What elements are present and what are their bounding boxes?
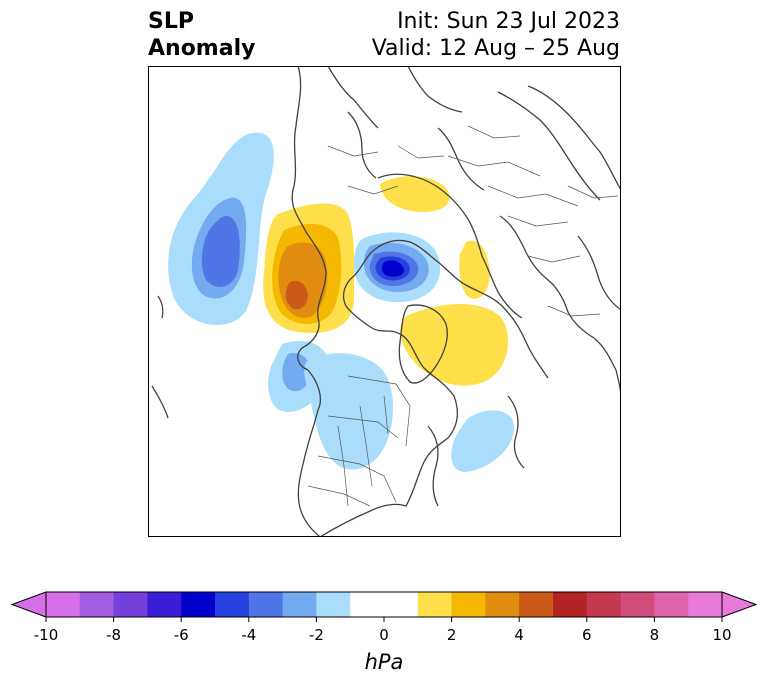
colorbar-extend-min [10,591,47,618]
colorbar-tick-label-4: -2 [309,626,324,644]
colorbar-bin-2 [113,592,148,617]
colorbar-bin-5 [215,592,250,617]
anomaly-scandinavia-high [380,176,450,212]
colorbar-bin-10 [417,592,453,617]
anomaly-siberia-high [263,203,355,333]
colorbar-tick-label-1: -8 [106,626,121,644]
colorbar-ticks: -10 -8 -6 -4 -2 0 2 4 6 8 10 [34,617,732,644]
valid-range: Valid: 12 Aug – 25 Aug [371,36,620,61]
colorbar-tick-label-5: 0 [379,626,389,644]
slp-anomaly-map [148,66,621,537]
colorbar-bin-1 [79,592,115,617]
colorbar-bin-6 [248,592,284,617]
colorbar-bin-15 [586,592,622,617]
anomaly-canada-low [304,353,394,470]
colorbar-bin-0 [46,592,81,617]
colorbar-bins [10,591,758,618]
title-line-2: Anomaly [148,36,256,61]
colorbar-bin-4 [181,592,216,617]
colorbar-bin-14 [553,592,588,617]
colorbar-bin-17 [654,592,689,617]
colorbar-bin-9 [350,592,419,617]
colorbar-bin-3 [147,592,182,617]
colorbar-bin-16 [620,592,655,617]
colorbar-bin-8 [316,592,351,617]
forecast-dates: Init: Sun 23 Jul 2023 Valid: 12 Aug – 25… [372,8,620,62]
colorbar-bin-18 [688,592,723,617]
anomaly-arctic-low [354,232,441,303]
borders [307,125,619,507]
title-line-1: SLP [148,9,194,34]
colorbar-tick-label-6: 2 [447,626,457,644]
colorbar-tick-label-0: -10 [34,626,59,644]
colorbar-tick-label-7: 4 [514,626,524,644]
init-date: Init: Sun 23 Jul 2023 [397,9,620,34]
colorbar-tick-label-8: 6 [582,626,592,644]
colorbar-extend-max [721,591,758,618]
anomaly-pacific-low [168,132,274,326]
anomaly-atlantic-low [451,410,515,472]
colorbar-tick-label-3: -4 [241,626,256,644]
colorbar-bin-11 [451,592,486,617]
colorbar-bin-12 [485,592,520,617]
colorbar: -10 -8 -6 -4 -2 0 2 4 6 8 10 hPa [10,591,758,674]
colorbar-bin-7 [282,592,317,617]
colorbar-unit: hPa [365,650,404,674]
colorbar-bin-13 [519,592,554,617]
colorbar-tick-label-2: -6 [174,626,189,644]
colorbar-tick-label-9: 8 [650,626,660,644]
coastlines [151,66,621,537]
colorbar-tick-label-10: 10 [712,626,731,644]
map-title: SLP Anomaly [148,8,255,62]
